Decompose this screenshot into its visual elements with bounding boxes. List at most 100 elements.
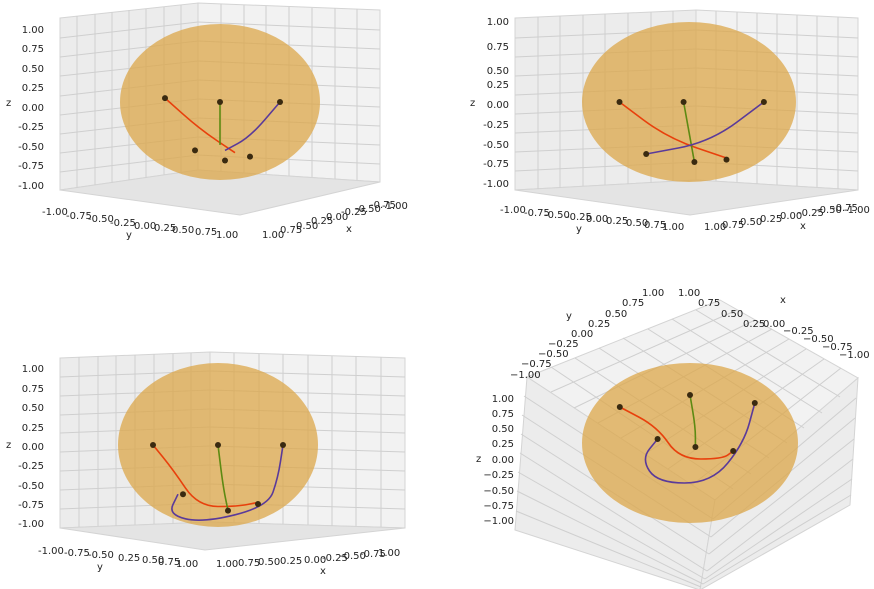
z-tick: 0.75 <box>22 44 44 55</box>
z-tick: -0.50 <box>18 481 44 492</box>
y-axis-ticks: -1.00 -0.75 -0.50 -0.25 0.00 0.25 0.50 0… <box>42 207 238 241</box>
z-axis-label: z <box>6 440 11 451</box>
data-point <box>180 491 186 498</box>
pane-floor <box>59 169 381 216</box>
y-tick: -0.50 <box>544 210 570 221</box>
y-tick: 0.25 <box>606 216 628 227</box>
z-tick: 0.50 <box>492 424 514 435</box>
data-point <box>687 392 693 398</box>
y-tick: 0.75 <box>644 220 666 231</box>
subplot-bottom-left: 1.00 0.75 0.50 0.25 0.00 -0.25 -0.50 -0.… <box>6 351 406 577</box>
y-tick: -0.50 <box>88 550 114 561</box>
data-point <box>680 99 687 105</box>
z-tick: 0.75 <box>487 42 509 53</box>
y-tick: 0.75 <box>158 557 180 568</box>
x-tick: 0.00 <box>326 212 348 223</box>
x-tick: -0.25 <box>341 207 367 218</box>
z-axis-ticks: 1.00 0.75 0.50 0.25 0.00 -0.25 -0.50 -0.… <box>6 364 44 530</box>
y-tick: -1.00 <box>500 205 526 216</box>
data-point <box>255 501 261 507</box>
z-axis-label: z <box>476 454 481 465</box>
z-tick: 0.75 <box>22 384 44 395</box>
data-point <box>751 400 758 406</box>
z-tick: −0.50 <box>483 486 514 497</box>
data-point <box>277 99 283 105</box>
x-tick: -0.75 <box>832 203 858 214</box>
series-path-red <box>619 406 734 460</box>
data-point <box>616 404 623 410</box>
y-axis-label: y <box>97 562 103 573</box>
subplot-top-left: 1.00 0.75 0.50 0.25 0.00 -0.25 -0.50 -0.… <box>6 2 408 241</box>
z-tick: -0.50 <box>18 142 44 153</box>
y-tick: 1.00 <box>642 288 664 299</box>
z-tick: 0.00 <box>487 100 509 111</box>
z-tick: 1.00 <box>492 394 514 405</box>
data-point <box>222 157 228 164</box>
y-tick: -0.25 <box>110 218 136 229</box>
y-tick: 0.00 <box>571 329 593 340</box>
data-point <box>616 99 623 105</box>
data-point <box>150 442 156 448</box>
z-axis-ticks: 1.00 0.75 0.50 0.25 0.00 -0.25 -0.50 -0.… <box>6 25 44 192</box>
data-point <box>643 151 650 157</box>
series-path-red <box>152 444 259 508</box>
x-tick: -0.50 <box>816 205 842 216</box>
x-tick: 0.75 <box>698 298 720 309</box>
z-tick: −0.25 <box>483 470 514 481</box>
chart-marks <box>616 99 767 165</box>
y-tick: −0.50 <box>538 349 569 360</box>
data-point <box>723 156 730 163</box>
y-tick: 0.00 <box>134 221 156 232</box>
x-tick: -0.75 <box>360 549 386 560</box>
y-tick: 0.50 <box>142 555 164 566</box>
x-tick: 0.25 <box>280 556 302 567</box>
z-tick: -0.50 <box>483 140 509 151</box>
x-tick: 1.00 <box>678 288 700 299</box>
x-tick: 0.50 <box>721 309 743 320</box>
data-point <box>247 153 253 160</box>
z-tick: 1.00 <box>22 364 44 375</box>
x-tick: 0.00 <box>763 319 785 330</box>
z-tick: 0.75 <box>492 409 514 420</box>
x-tick: -0.25 <box>798 208 824 219</box>
data-point <box>162 95 168 102</box>
data-point <box>215 442 221 448</box>
x-tick: −1.00 <box>839 350 870 361</box>
y-axis-ticks: 1.00 0.75 0.50 0.25 0.00 −0.25 −0.50 −0.… <box>510 288 664 381</box>
x-tick: 0.50 <box>296 221 318 232</box>
x-tick: -0.50 <box>340 551 366 562</box>
x-tick: 0.50 <box>258 557 280 568</box>
z-tick: 0.00 <box>22 442 44 453</box>
y-tick: −0.75 <box>521 359 552 370</box>
x-tick: 0.75 <box>722 220 744 231</box>
data-point <box>692 444 699 450</box>
series-path-purple <box>644 402 756 484</box>
data-point <box>280 442 286 448</box>
x-tick: 0.75 <box>238 558 260 569</box>
x-tick: -1.00 <box>844 205 870 216</box>
z-tick: -1.00 <box>18 519 44 530</box>
chart-marks <box>150 442 286 521</box>
x-tick: 0.00 <box>780 211 802 222</box>
x-tick: 0.00 <box>304 555 326 566</box>
y-tick: 0.00 <box>586 214 608 225</box>
data-point <box>217 99 223 105</box>
x-axis-label: x <box>346 224 352 235</box>
y-axis-label: y <box>576 224 582 235</box>
y-tick: -0.75 <box>66 211 92 222</box>
x-axis-label: x <box>320 566 326 577</box>
z-tick: -1.00 <box>18 181 44 192</box>
x-tick: −0.75 <box>822 342 853 353</box>
z-tick: 0.00 <box>492 455 514 466</box>
data-point <box>192 147 198 154</box>
y-tick: -0.25 <box>566 212 592 223</box>
z-axis-label: z <box>470 98 475 109</box>
subplot-top-right: 1.00 0.75 0.50 0.25 0.00 -0.25 -0.50 -0.… <box>470 9 870 235</box>
pane-floor <box>514 179 859 216</box>
y-tick: -1.00 <box>42 207 68 218</box>
chart-marks <box>616 392 758 484</box>
z-tick: 0.50 <box>22 403 44 414</box>
y-tick: -0.75 <box>64 548 90 559</box>
data-point <box>730 448 737 454</box>
